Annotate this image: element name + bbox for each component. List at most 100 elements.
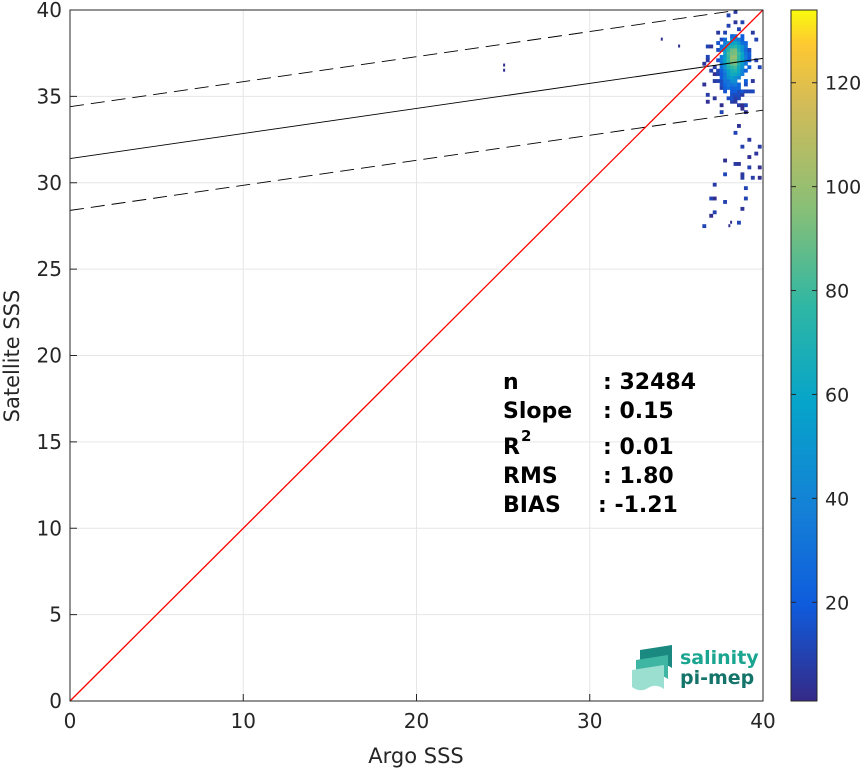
- salinity-pi-mep-logo: salinity pi-mep: [632, 645, 759, 691]
- density-cell: [747, 165, 752, 170]
- density-cell: [737, 48, 741, 52]
- density-cell: [726, 86, 731, 90]
- density-cell: [743, 68, 748, 73]
- density-cell: [754, 37, 759, 42]
- density-cell: [719, 103, 724, 108]
- density-cell: [726, 13, 731, 18]
- colorbar-tick-label: 60: [825, 384, 849, 406]
- density-cell: [730, 96, 734, 101]
- density-cell: [733, 65, 738, 70]
- colorbar-tick-label: 100: [825, 177, 861, 199]
- density-cell: [743, 196, 748, 201]
- density-cell: [740, 103, 745, 108]
- density-cell: [709, 213, 714, 218]
- y-tick-label: 5: [49, 603, 62, 627]
- density-cell: [740, 48, 745, 52]
- density-cell: [730, 58, 734, 63]
- density-cell: [712, 79, 717, 83]
- density-cell: [716, 79, 721, 83]
- density-cell: [733, 41, 738, 45]
- logo-pimep-text: pi-mep: [680, 667, 754, 689]
- density-cell: [747, 54, 752, 59]
- density-cell: [503, 63, 506, 67]
- density-cell: [660, 37, 663, 41]
- density-cell: [730, 61, 734, 66]
- density-cell: [730, 75, 734, 80]
- density-cell: [733, 10, 738, 14]
- density-cell: [743, 44, 748, 49]
- density-cell: [730, 72, 734, 77]
- density-cell: [726, 82, 731, 87]
- density-cell: [737, 89, 741, 94]
- density-cell: [740, 206, 745, 211]
- x-tick-label: 0: [64, 709, 77, 733]
- y-tick-label: 15: [37, 430, 62, 454]
- stat-r2-value: : 0.01: [603, 435, 674, 460]
- density-cell: [702, 224, 707, 229]
- density-cell: [737, 82, 741, 87]
- density-cell: [743, 61, 748, 66]
- density-cell: [733, 48, 738, 52]
- density-cell: [726, 96, 731, 101]
- density-cell: [723, 54, 728, 59]
- density-cell: [730, 89, 734, 94]
- density-cell: [743, 186, 748, 191]
- x-tick-label: 30: [577, 709, 602, 733]
- density-cell: [705, 54, 710, 59]
- density-cell: [733, 162, 738, 166]
- colorbar-tick-label: 40: [825, 488, 849, 510]
- density-cell: [719, 65, 724, 70]
- density-cell: [726, 54, 731, 59]
- density-cell: [733, 130, 738, 135]
- density-cell: [728, 224, 731, 228]
- density-cell: [712, 196, 717, 201]
- density-cell: [737, 51, 741, 56]
- x-tick-label: 10: [231, 709, 256, 733]
- density-cell: [737, 61, 741, 66]
- density-cell: [747, 51, 752, 56]
- y-tick-label: 20: [37, 344, 62, 368]
- density-cell: [733, 79, 738, 83]
- density-cell: [730, 37, 734, 42]
- density-cell: [503, 68, 506, 72]
- density-cell: [702, 61, 707, 66]
- density-cell: [719, 44, 724, 49]
- density-cell: [733, 51, 738, 56]
- density-cell: [737, 92, 741, 97]
- stat-rms-label: RMS: [503, 464, 558, 489]
- density-cell: [740, 58, 745, 63]
- density-cell: [709, 196, 714, 201]
- density-cell: [719, 54, 724, 59]
- stat-n-label: n: [503, 370, 519, 395]
- density-cell: [743, 110, 748, 115]
- density-cell: [737, 58, 741, 63]
- density-cell: [702, 82, 707, 87]
- density-cell: [719, 110, 724, 115]
- y-axis-label: Satellite SSS: [0, 290, 24, 423]
- density-cell: [716, 41, 721, 45]
- density-cell: [750, 79, 755, 83]
- density-cell: [719, 82, 724, 87]
- density-cell: [737, 103, 741, 108]
- density-cell: [743, 51, 748, 56]
- density-cell: [723, 158, 728, 163]
- density-cell: [723, 41, 728, 45]
- fit-lines: [69, 9, 764, 702]
- density-cell: [743, 82, 748, 87]
- density-cell: [730, 54, 734, 59]
- density-cell: [757, 175, 762, 180]
- density-cell: [712, 65, 717, 70]
- density-cell: [733, 44, 738, 49]
- stat-bias-value: : -1.21: [598, 493, 678, 518]
- density-cell: [723, 79, 728, 83]
- density-cell: [750, 89, 755, 94]
- density-cell: [747, 65, 752, 70]
- regression-line: [70, 57, 763, 160]
- density-cell: [726, 51, 731, 56]
- one-to-one-line: [69, 9, 764, 702]
- density-cell: [712, 72, 717, 77]
- stats-box: n : 32484 Slope : 0.15 R 2 : 0.01 RMS : …: [503, 370, 696, 518]
- density-cell: [737, 124, 741, 128]
- stat-r2-label: R: [503, 435, 520, 460]
- density-cell: [737, 68, 741, 73]
